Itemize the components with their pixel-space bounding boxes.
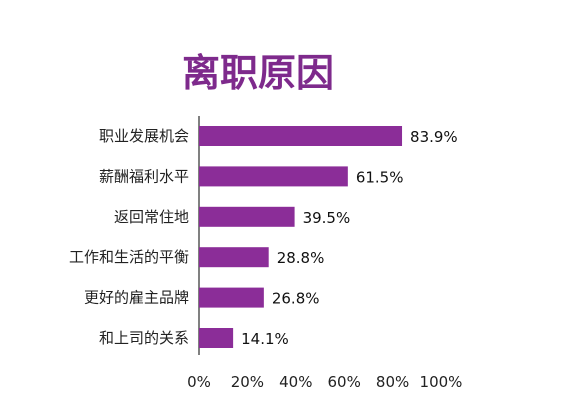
chart-title: 离职原因	[182, 50, 334, 95]
x-tick-label: 40%	[279, 373, 312, 391]
bars	[199, 126, 403, 348]
value-label: 14.1%	[241, 330, 289, 348]
value-label: 28.8%	[277, 249, 325, 267]
category-label: 薪酬福利水平	[99, 167, 189, 185]
bar	[199, 328, 234, 348]
category-label: 和上司的关系	[99, 329, 189, 347]
bar	[199, 166, 348, 187]
bar	[199, 206, 295, 227]
category-label: 职业发展机会	[99, 127, 189, 145]
value-label: 61.5%	[356, 168, 404, 186]
category-label: 工作和生活的平衡	[69, 248, 189, 266]
x-tick-label: 0%	[187, 373, 211, 391]
category-label: 更好的雇主品牌	[84, 289, 189, 307]
value-label: 39.5%	[303, 209, 351, 227]
bar	[199, 287, 264, 308]
category-label: 返回常住地	[114, 208, 189, 226]
x-tick-labels: 0% 20% 40% 60% 80% 100%	[187, 373, 462, 391]
value-label: 26.8%	[272, 290, 320, 308]
x-tick-label: 60%	[328, 373, 361, 391]
x-tick-label: 20%	[231, 373, 264, 391]
bar	[199, 247, 269, 268]
value-labels: 83.9% 61.5% 39.5% 28.8% 26.8% 14.1%	[241, 128, 458, 348]
bar	[199, 126, 403, 146]
x-tick-label: 80%	[376, 373, 409, 391]
value-label: 83.9%	[410, 128, 458, 146]
x-tick-label: 100%	[420, 373, 463, 391]
